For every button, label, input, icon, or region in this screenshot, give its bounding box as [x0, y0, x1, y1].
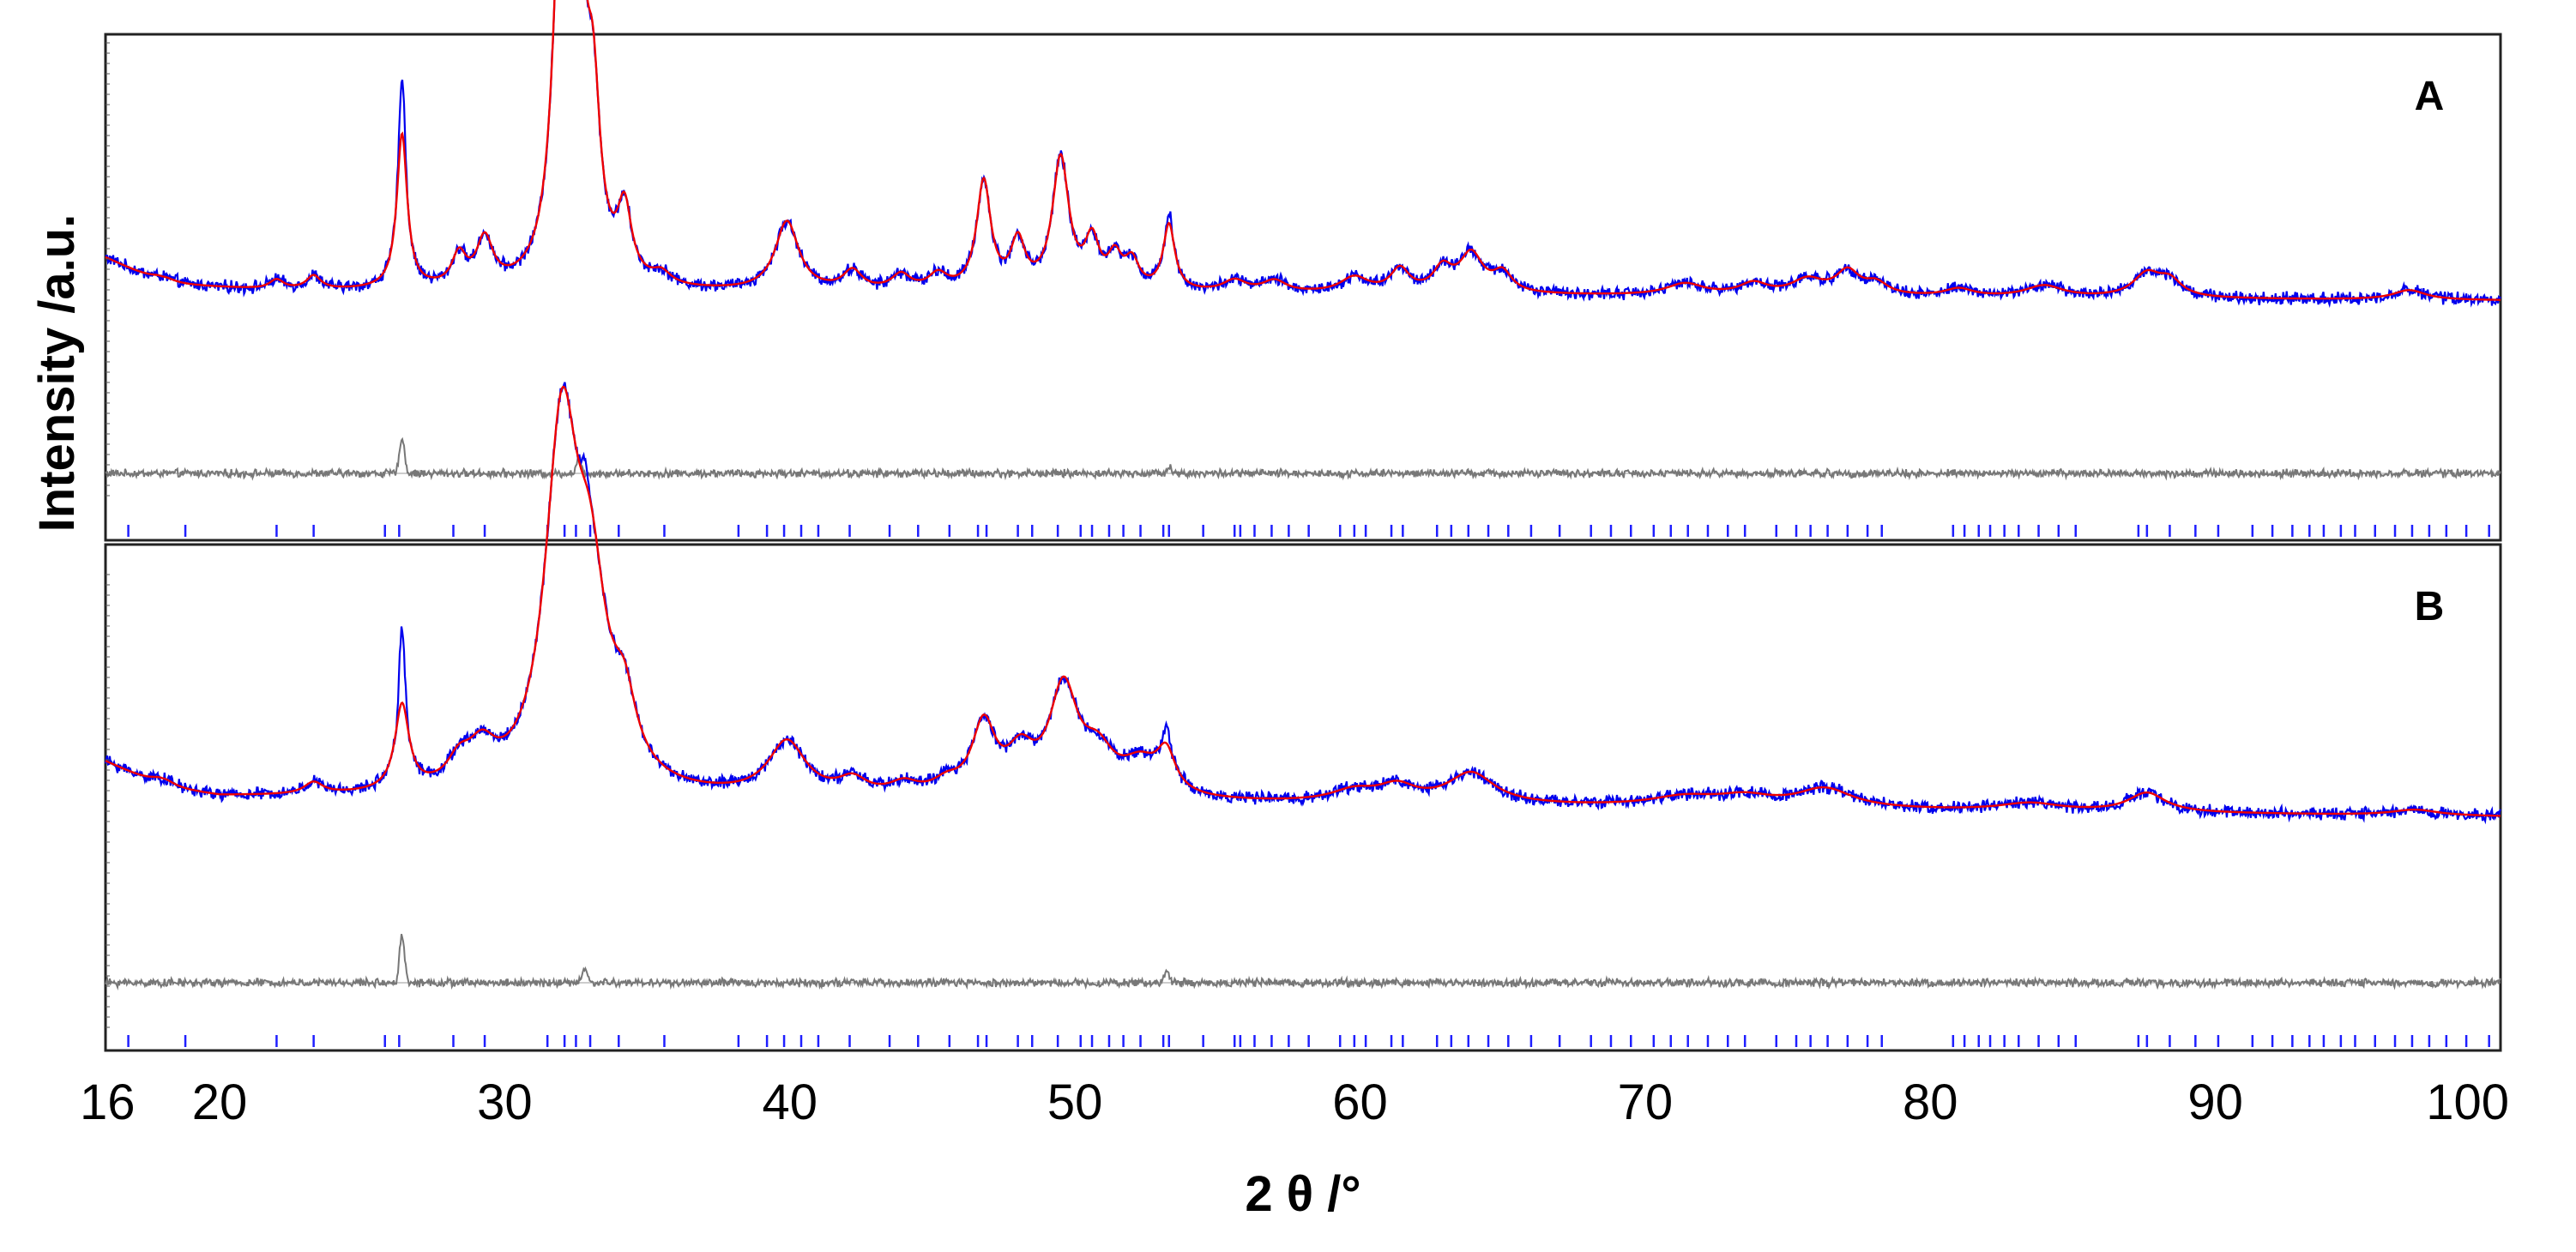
panel-b-plot-area — [104, 382, 2502, 1047]
observed-curve — [104, 382, 2502, 825]
x-axis-title: 2 θ /° — [1245, 1166, 1360, 1222]
calculated-curve — [105, 0, 2501, 301]
panel-a-plot-area — [105, 0, 2501, 537]
calculated-curve — [105, 385, 2501, 817]
panel-a-label: A — [2415, 74, 2445, 119]
x-tick-label: 70 — [1618, 1074, 1674, 1130]
x-tick-label: 50 — [1047, 1074, 1103, 1130]
panel-a-frame — [104, 33, 2502, 542]
panel-b: B — [104, 382, 2502, 1052]
panel-b-frame — [104, 543, 2502, 1052]
x-tick-label: 60 — [1332, 1074, 1388, 1130]
x-tick-label: 80 — [1903, 1074, 1958, 1130]
difference-curve — [105, 933, 2501, 990]
panel-a: A — [104, 0, 2502, 542]
x-tick-label: 100 — [2426, 1074, 2509, 1130]
x-tick-label: 30 — [477, 1074, 533, 1130]
difference-curve — [105, 436, 2501, 481]
y-axis-title: Intensity /a.u. — [29, 214, 85, 533]
x-tick-label: 20 — [192, 1074, 248, 1130]
panel-b-label: B — [2415, 584, 2445, 629]
observed-curve — [105, 0, 2501, 309]
x-tick-label: 40 — [762, 1074, 817, 1130]
x-tick-label: 90 — [2187, 1074, 2243, 1130]
x-axis-tick-labels: 16 20 30 40 50 60 70 80 90 100 — [80, 1074, 2509, 1130]
x-tick-label: 16 — [80, 1074, 136, 1130]
